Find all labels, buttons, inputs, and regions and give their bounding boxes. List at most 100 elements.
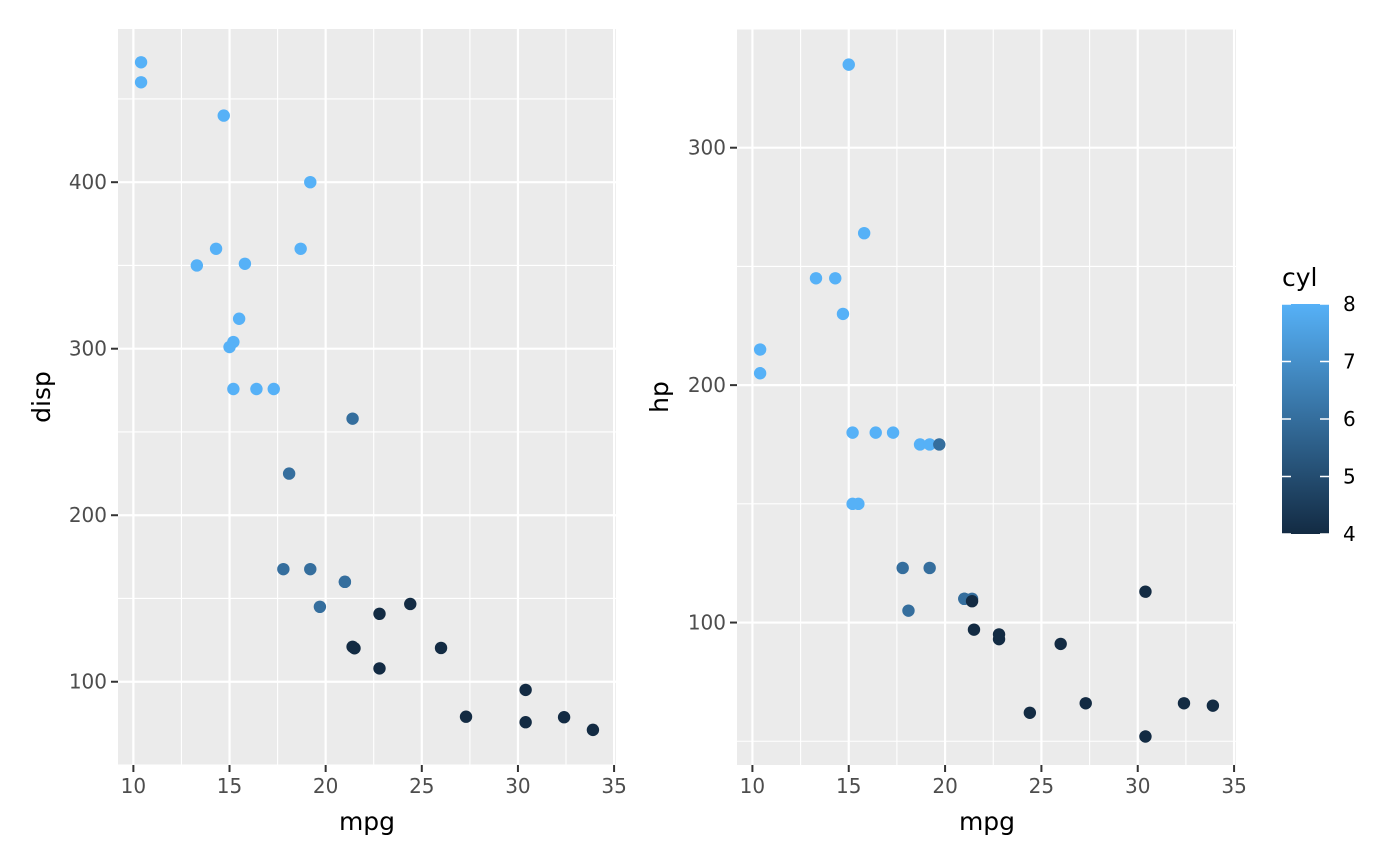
data-point xyxy=(965,594,979,608)
data-point xyxy=(519,716,532,729)
data-point xyxy=(869,426,882,439)
y-axis-title: disp xyxy=(27,371,56,423)
x-tick-label: 10 xyxy=(121,774,146,798)
panel-background xyxy=(118,29,616,765)
data-point xyxy=(404,597,417,611)
hp-vs-mpg-plot: 10 15 20 25 30 35 100 200 300 mpg hp xyxy=(645,28,1247,836)
x-tick-label: 35 xyxy=(1221,774,1246,798)
x-axis-ticks: 10 15 20 25 30 35 xyxy=(121,765,627,798)
data-point xyxy=(1079,697,1092,710)
data-point xyxy=(294,242,307,256)
legend-title: cyl xyxy=(1282,263,1318,292)
data-point xyxy=(346,412,359,425)
y-tick-label: 100 xyxy=(688,611,726,635)
data-point xyxy=(933,438,946,451)
data-point xyxy=(846,426,859,439)
data-point xyxy=(896,561,909,575)
data-point xyxy=(809,272,823,285)
minor-gridlines xyxy=(737,28,1236,765)
data-point xyxy=(373,607,386,621)
y-tick-label: 200 xyxy=(69,503,107,527)
x-tick-label: 25 xyxy=(409,774,434,798)
data-point xyxy=(227,382,240,396)
data-point xyxy=(277,562,290,576)
data-point xyxy=(134,76,148,89)
data-point xyxy=(459,710,473,723)
data-point xyxy=(886,426,900,439)
minor-gridlines xyxy=(118,29,616,766)
data-point xyxy=(313,600,327,614)
data-point xyxy=(250,382,263,396)
data-point xyxy=(190,259,204,272)
major-gridlines xyxy=(118,29,616,765)
legend-tick-label: 4 xyxy=(1343,522,1356,546)
legend-ticks: 4 5 6 7 8 xyxy=(1282,292,1356,546)
data-point xyxy=(519,683,532,697)
data-point xyxy=(967,623,981,636)
x-tick-label: 35 xyxy=(601,774,626,798)
data-point xyxy=(134,56,148,69)
x-tick-label: 20 xyxy=(313,774,338,798)
data-point xyxy=(1054,637,1067,651)
y-axis-title: hp xyxy=(645,381,674,413)
major-gridlines xyxy=(737,29,1236,765)
disp-vs-mpg-plot: 10 15 20 25 30 35 100 200 300 400 mpg disp xyxy=(27,29,627,836)
data-point xyxy=(1139,730,1152,743)
data-points xyxy=(753,58,1220,743)
data-point xyxy=(829,272,842,285)
legend-tick-label: 7 xyxy=(1343,350,1356,374)
x-tick-label: 15 xyxy=(836,774,861,798)
legend-tick-label: 5 xyxy=(1343,465,1356,489)
x-tick-label: 20 xyxy=(932,774,957,798)
data-point xyxy=(846,497,859,511)
y-axis-ticks: 100 200 300 400 xyxy=(69,170,118,694)
y-tick-label: 200 xyxy=(688,373,726,397)
y-tick-label: 100 xyxy=(69,670,107,694)
data-point xyxy=(923,438,936,451)
panel-background xyxy=(737,29,1236,765)
x-axis-title: mpg xyxy=(959,807,1015,836)
data-point xyxy=(373,662,386,675)
data-point xyxy=(338,575,352,589)
data-point xyxy=(557,711,571,724)
data-point xyxy=(753,367,767,380)
cyl-color-legend: cyl 4 5 6 7 8 xyxy=(1282,263,1356,546)
data-point xyxy=(1139,585,1152,598)
y-tick-label: 300 xyxy=(688,136,726,160)
data-point xyxy=(346,640,359,653)
y-tick-label: 400 xyxy=(69,170,107,194)
data-point xyxy=(857,226,871,240)
x-axis-ticks: 10 15 20 25 30 35 xyxy=(740,765,1247,798)
data-point xyxy=(223,340,236,354)
data-point xyxy=(304,562,317,576)
x-tick-label: 15 xyxy=(217,774,242,798)
data-point xyxy=(923,561,936,575)
data-point xyxy=(842,58,855,71)
data-point xyxy=(217,109,230,122)
data-point xyxy=(836,307,850,321)
data-point xyxy=(1023,706,1037,719)
data-point xyxy=(913,438,927,451)
data-point xyxy=(434,641,448,655)
data-point xyxy=(992,628,1006,641)
data-point xyxy=(586,723,600,737)
data-point xyxy=(753,343,767,356)
y-axis-ticks: 100 200 300 xyxy=(688,136,737,635)
legend-tick-label: 8 xyxy=(1343,292,1356,316)
x-axis-title: mpg xyxy=(339,807,395,836)
data-point xyxy=(1177,697,1191,710)
data-point xyxy=(1206,699,1220,712)
x-tick-label: 10 xyxy=(740,774,765,798)
x-tick-label: 30 xyxy=(505,774,530,798)
x-tick-label: 25 xyxy=(1029,774,1054,798)
data-point xyxy=(282,467,296,480)
data-point xyxy=(209,242,223,256)
data-point xyxy=(902,604,915,617)
data-point xyxy=(267,382,280,396)
x-tick-label: 30 xyxy=(1125,774,1150,798)
legend-tick-label: 6 xyxy=(1343,407,1356,431)
data-point xyxy=(238,257,252,270)
data-points xyxy=(134,56,600,737)
y-tick-label: 300 xyxy=(69,337,107,361)
